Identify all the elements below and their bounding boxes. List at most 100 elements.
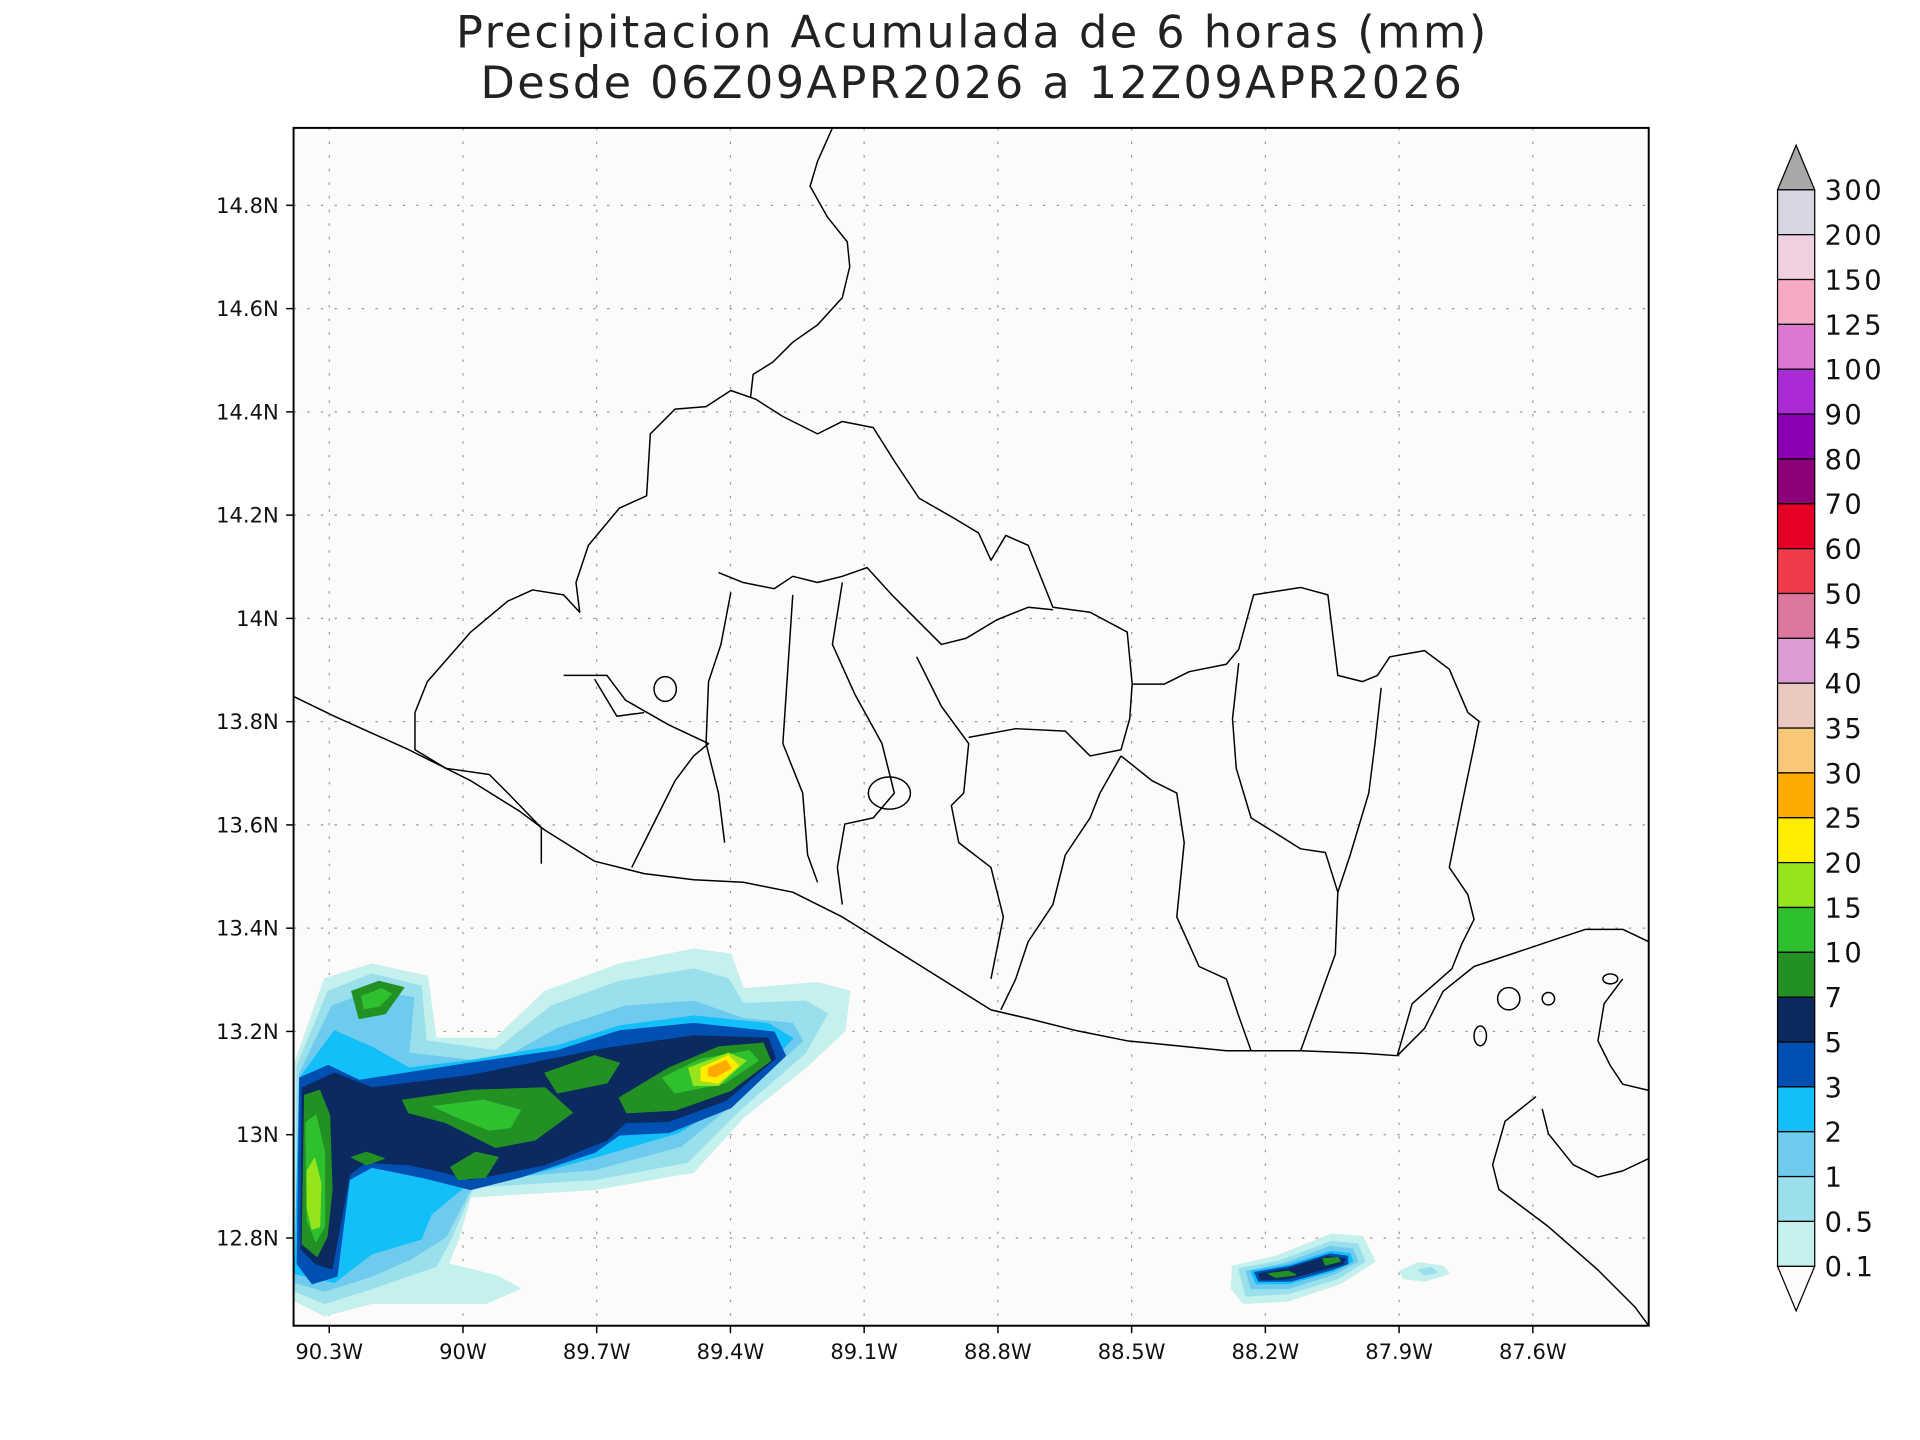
colorbar-swatch [1776,861,1816,909]
title-line-2: Desde 06Z09APR2026 a 12Z09APR2026 [480,57,1464,109]
precip-contour-25mm [707,1060,732,1078]
colorbar-label: 40 [1825,669,1865,700]
precip-contour-15mm [306,1157,322,1230]
nicaragua-coast [1597,978,1649,1092]
island-outline [1602,973,1619,985]
precip-contour-10mm [432,1099,521,1131]
colorbar-swatch [1776,368,1816,415]
colorbar-swatch [1776,1131,1816,1178]
colorbar-swatch [1776,682,1816,729]
colorbar-swatch [1776,503,1816,550]
colorbar-swatch [1776,278,1816,326]
department-border [1120,755,1252,1051]
colorbar-label: 20 [1825,849,1865,880]
island-outline [1473,1025,1488,1047]
precip-contour-7mm [450,1151,499,1181]
nicaragua-coast [1491,1095,1649,1326]
x-tick-label: 89.7W [563,1339,631,1364]
colorbar-swatch [1776,234,1816,281]
colorbar-label: 15 [1825,893,1865,924]
precip-contour-7mm [544,1055,620,1094]
colorbar-label: 3 [1825,1073,1845,1104]
y-tick-label: 14.4N [216,399,279,424]
colorbar-label: 300 [1825,176,1884,207]
colorbar-swatch [1776,1175,1816,1223]
lake-coatepeque [653,675,678,703]
precipitation-contours [294,948,1450,1317]
y-tick-label: 13.6N [216,812,279,837]
border-guatemala-honduras [749,127,851,397]
department-border [968,684,1133,757]
precip-contour-0.5mm [1417,1266,1438,1276]
colorbar-label: 60 [1825,535,1865,566]
colorbar-swatch [1776,817,1816,864]
colorbar-swatch [1776,458,1816,505]
department-border [718,566,1053,646]
x-tick-label: 88.5W [1098,1339,1166,1364]
y-tick-label: 14.2N [216,503,279,528]
y-tick-label: 13N [236,1122,279,1147]
colorbar-over-triangle [1776,143,1816,191]
colorbar-swatch [1776,548,1816,595]
y-tick-label: 14.6N [216,296,279,321]
nicaragua-coast [1541,1108,1649,1178]
x-tick-label: 88.2W [1232,1339,1300,1364]
colorbar-swatch [1776,1220,1816,1267]
department-border [831,582,896,905]
precip-contour-7mm [1322,1256,1341,1266]
island-outline [1496,986,1521,1011]
colorbar-label: 10 [1825,938,1865,969]
colorbar-label: 125 [1825,310,1884,341]
department-border [705,592,732,843]
colorbar-label: 200 [1825,221,1884,252]
precip-contour-7mm [1267,1270,1297,1279]
department-border [1000,755,1122,1011]
y-tick-label: 13.8N [216,709,279,734]
precip-contour-10mm [361,988,393,1010]
y-tick-label: 13.2N [216,1019,279,1044]
colorbar-label: 2 [1825,1118,1845,1149]
x-tick-label: 87.6W [1499,1339,1567,1364]
title-line-1: Precipitacion Acumulada de 6 horas (mm) [456,6,1489,58]
x-tick-label: 89.4W [697,1339,765,1364]
el-salvador-outline [414,389,1480,1056]
colorbar-swatch [1776,951,1816,998]
y-tick-label: 12.8N [216,1225,279,1250]
y-tick-label: 13.4N [216,916,279,941]
plot-frame [292,126,1650,1327]
lake-ilopango [867,776,912,810]
colorbar-label: 0.1 [1825,1252,1876,1283]
colorbar-swatch [1776,189,1816,236]
x-axis: 90.3W 90W 89.7W 89.4W 89.1W 88.8W 88.5W 88.2W 87… [295,1325,1567,1364]
colorbar-label: 70 [1825,490,1865,521]
colorbar-swatch [1776,637,1816,684]
colorbar-label: 45 [1825,624,1865,655]
colorbar-label: 35 [1825,714,1865,745]
colorbar-label: 90 [1825,400,1865,431]
y-tick-label: 14.8N [216,193,279,218]
colorbar-label: 80 [1825,445,1865,476]
department-border [1231,662,1339,1051]
colorbar-label: 1 [1825,1162,1845,1193]
colorbar-label: 50 [1825,579,1865,610]
x-tick-label: 90W [439,1339,487,1364]
coastline-pacific [293,695,1398,1057]
colorbar-label: 100 [1825,355,1884,386]
map-borders [293,127,1649,1326]
colorbar-swatch [1776,996,1816,1043]
honduras-gulf-coast [1396,928,1649,1057]
colorbar-label: 25 [1825,804,1865,835]
colorbar-swatch [1776,592,1816,639]
colorbar-swatch [1776,772,1816,819]
department-border [915,656,1005,980]
colorbar-swatch [1776,727,1816,774]
precip-contour-7mm [351,1151,385,1166]
department-border [593,678,645,718]
x-tick-label: 87.9W [1365,1339,1433,1364]
colorbar-label: 7 [1825,983,1845,1014]
colorbar-legend: 3002001501251009080706050454035302520151… [1776,143,1884,1313]
y-tick-label: 14N [236,606,279,631]
colorbar-label: 150 [1825,265,1884,296]
department-border [782,594,819,883]
